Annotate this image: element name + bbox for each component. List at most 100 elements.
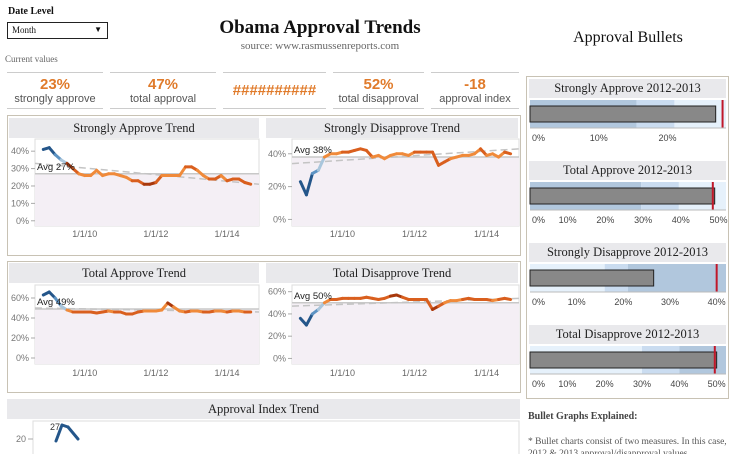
plot-area: [32, 420, 520, 454]
bullet-tick-label: 10%: [559, 215, 577, 225]
date-level-select[interactable]: Month ▼: [7, 22, 108, 39]
bullet-title: Total Approve 2012-2013: [529, 161, 726, 180]
kpi-value: 47%: [147, 76, 179, 93]
chart-title: Strongly Disapprove Trend: [266, 118, 518, 138]
trend-segment: [298, 180, 308, 197]
bullet-bar: [529, 187, 716, 205]
avg-label: Avg 49%: [37, 297, 75, 308]
chart-title: Approval Index Trend: [7, 399, 520, 419]
page-title: Obama Approval Trends: [219, 17, 421, 38]
x-tick-label: 1/1/14: [214, 368, 239, 378]
trend-segment: [178, 165, 188, 178]
approve-disapprove-trend-panel: [7, 115, 521, 256]
trend-segment: [316, 155, 326, 172]
y-tick-label: 0%: [273, 353, 286, 363]
bullet-title: Total Disapprove 2012-2013: [529, 325, 726, 344]
x-tick-label: 1/1/12: [402, 229, 427, 239]
x-tick-label: 1/1/10: [330, 368, 355, 378]
bullet-tick-label: 20%: [659, 133, 677, 143]
source-text: source: www.rasmussenreports.com: [240, 40, 400, 52]
bullet-tick-label: 50%: [708, 379, 726, 389]
y-tick-label: 40%: [268, 149, 286, 159]
trend-segment: [66, 425, 80, 441]
kpi-value: -18: [464, 76, 486, 93]
kpi-strongly-approve: 23% strongly approve: [7, 72, 103, 109]
avg-band: [292, 302, 519, 364]
trend-segment: [425, 297, 435, 311]
bullet-tick-label: 20%: [596, 379, 614, 389]
y-tick-label: 60%: [11, 293, 29, 303]
date-level-value: Month: [12, 25, 37, 35]
chart-title: Strongly Approve Trend: [9, 118, 259, 138]
trend-segment: [160, 301, 170, 312]
current-values-label: Current values: [5, 54, 58, 64]
trend-segment: [304, 171, 314, 197]
bullet-tick-label: 20%: [596, 215, 614, 225]
bullet-tick-label: 0%: [532, 379, 545, 389]
bullet-tick-label: 30%: [633, 379, 651, 389]
bullets-title: Approval Bullets: [573, 29, 683, 46]
avg-label: Avg 27%: [37, 162, 75, 173]
x-tick-label: 1/1/14: [474, 229, 499, 239]
chart-title: Total Approve Trend: [9, 263, 259, 283]
y-tick-label: 20%: [268, 331, 286, 341]
bullet-tick-label: 40%: [672, 215, 690, 225]
bullet-tick-label: 30%: [661, 297, 679, 307]
trend-segment: [154, 174, 164, 184]
kpi-total-approval: 47% total approval: [110, 72, 216, 109]
y-tick-label: 40%: [268, 309, 286, 319]
bullet-tick-label: 0%: [532, 297, 545, 307]
kpi-total-disapproval: 52% total disapproval: [333, 72, 424, 109]
bullet-tick-label: 10%: [590, 133, 608, 143]
kpi-value: 52%: [363, 76, 394, 93]
bullet-tick-label: 0%: [532, 215, 545, 225]
kpi-label: approval index: [439, 93, 511, 105]
kpi-label: strongly approve: [14, 93, 96, 105]
bullet-panel: Strongly Approve 2012-2013 Total Approve…: [526, 76, 729, 399]
trend-segment: [47, 146, 57, 157]
x-tick-label: 1/1/12: [402, 368, 427, 378]
kpi-approval-index: -18 approval index: [431, 72, 519, 109]
bullet-title: Strongly Disapprove 2012-2013: [529, 243, 726, 262]
avg-band: [35, 309, 259, 364]
total-trend-panel: [7, 261, 521, 393]
bullets-explained-text: * Bullet charts consist of two measures.…: [528, 437, 727, 454]
y-tick-label: 40%: [11, 146, 29, 156]
y-tick-label: 20%: [11, 181, 29, 191]
avg-band: [292, 157, 519, 226]
y-tick-label: 30%: [11, 164, 29, 174]
x-tick-label: 1/1/10: [72, 229, 97, 239]
kpi-label: total disapproval: [338, 93, 419, 105]
y-tick-label: 0%: [16, 353, 29, 363]
trend-segment: [503, 296, 513, 301]
y-tick-label: 60%: [268, 287, 286, 297]
kpi-label: total approval: [129, 93, 197, 105]
x-tick-label: 1/1/12: [143, 368, 168, 378]
kpi-overflow: ##########: [223, 72, 326, 109]
peak-label: 27: [50, 422, 60, 432]
x-tick-label: 1/1/12: [143, 229, 168, 239]
x-tick-label: 1/1/14: [474, 368, 499, 378]
bullet-tick-label: 40%: [708, 297, 726, 307]
bullet-tick-label: 40%: [670, 379, 688, 389]
y-tick-label: 10%: [11, 198, 29, 208]
x-tick-label: 1/1/14: [214, 229, 239, 239]
kpi-value: ##########: [232, 82, 317, 99]
bullet-tick-label: 10%: [568, 297, 586, 307]
trend-segment: [304, 312, 314, 327]
y-tick-label: 0%: [273, 214, 286, 224]
date-level-label: Date Level: [8, 6, 54, 17]
bullet-bar: [529, 351, 718, 369]
trend-segment: [243, 181, 253, 186]
bullet-bar: [529, 105, 717, 123]
y-tick-label: 40%: [11, 313, 29, 323]
y-tick-label: 20%: [268, 182, 286, 192]
bullet-tick-label: 50%: [709, 215, 727, 225]
bullet-tick-label: 0%: [532, 133, 545, 143]
chevron-down-icon: ▼: [94, 25, 102, 34]
bullets-explained-heading: Bullet Graphs Explained:: [528, 411, 638, 422]
avg-label: Avg 38%: [294, 145, 332, 156]
trend-segment: [53, 296, 63, 308]
